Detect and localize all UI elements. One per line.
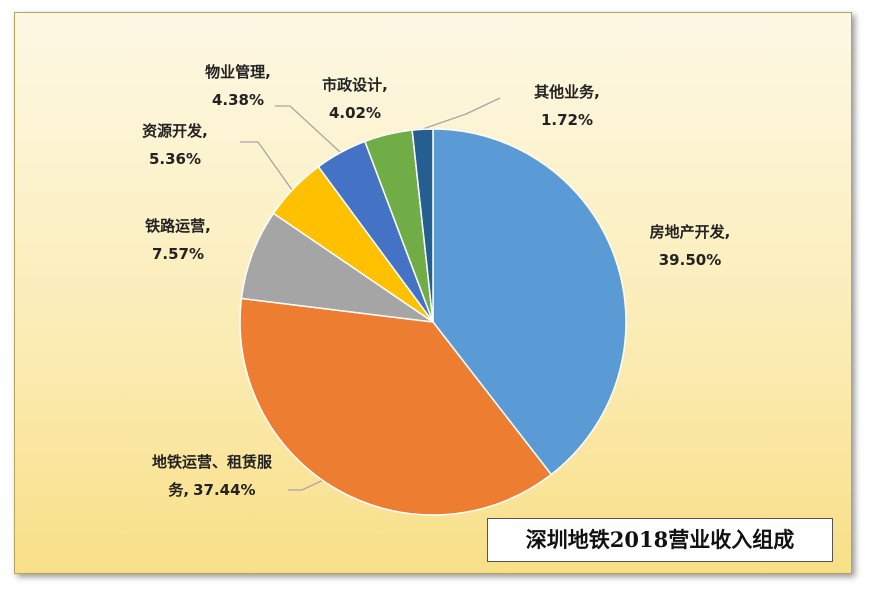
leader-line [419,97,501,131]
pie-slice [239,297,553,516]
label-text: 铁路运营, [145,217,211,235]
data-label: 铁路运营, 7.57% [120,212,236,268]
label-text: 地铁运营、租赁服务, [151,453,272,499]
data-label: 市政设计, 4.02% [295,71,415,127]
label-text: 7.57% [151,245,205,263]
label-text: 4.02% [328,104,382,122]
leader-lines [240,97,501,491]
data-label: 地铁运营、租赁服务, 37.44% [128,448,296,504]
label-text: 其他业务, [534,83,600,101]
label-text: 1.72% [540,111,594,129]
label-text: 房地产开发, [649,223,731,241]
data-label: 其他业务, 1.72% [505,78,629,134]
label-text: 37.44% [193,481,256,499]
leader-line [275,105,341,153]
leader-line [240,141,293,191]
data-label: 物业管理, 4.38% [180,58,296,114]
label-text: 市政设计, [322,76,388,94]
label-text: 39.50% [658,251,722,269]
label-text: 资源开发, [142,122,208,140]
data-label: 资源开发, 5.36% [115,117,235,173]
label-text: 物业管理, [205,63,271,81]
pie-slice [432,128,627,476]
label-text: 4.38% [211,91,265,109]
data-label: 房地产开发, 39.50% [625,218,755,274]
chart-title: 深圳地铁2018营业收入组成 [487,518,833,562]
label-text: 5.36% [148,150,202,168]
pie-slice [411,128,434,323]
